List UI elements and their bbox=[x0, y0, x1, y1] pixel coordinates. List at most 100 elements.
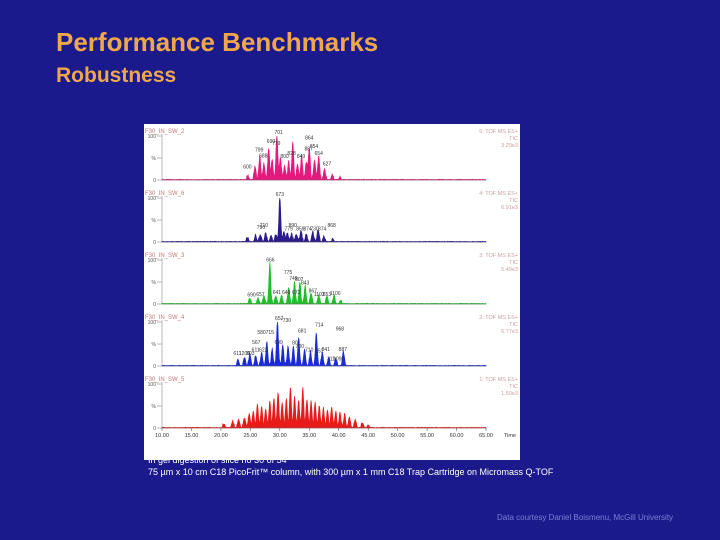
y-tick-label: % bbox=[152, 404, 157, 410]
peak-label: 690 bbox=[247, 293, 256, 299]
peak-label: 714 bbox=[315, 323, 324, 329]
x-axis-title: Time bbox=[504, 433, 516, 439]
y-tick-label: 100 bbox=[148, 258, 157, 264]
x-tick-label: 20.00 bbox=[214, 433, 228, 439]
y-tick-label: 100 bbox=[148, 382, 157, 388]
peak-label: 710 bbox=[260, 223, 269, 229]
peak-label: 854 bbox=[310, 144, 319, 150]
chromatogram-trace bbox=[161, 261, 487, 305]
peak-label: 775 bbox=[284, 270, 293, 276]
peak-label: 649 bbox=[282, 290, 291, 296]
y-tick-label: 0 bbox=[153, 178, 156, 184]
peak-label: 1100 bbox=[330, 291, 341, 297]
peak-label: 673 bbox=[276, 192, 285, 198]
x-tick-label: 60.00 bbox=[450, 433, 464, 439]
chromatogram-stack: F30_IN_SW_2 5: TOF MS ES+TIC3.29e3100%070… bbox=[145, 129, 518, 439]
peak-label: 887 bbox=[305, 147, 314, 153]
panel-right-label: 3: TOF MS ES+ bbox=[479, 253, 518, 259]
chromatogram-panel: F30_IN_SW_2 5: TOF MS ES+ TIC 3.29e3 100% 0 70… bbox=[144, 124, 520, 460]
peak-label: 790 bbox=[257, 225, 266, 231]
y-tick-label: 100 bbox=[148, 196, 157, 202]
y-tick-label: % bbox=[152, 280, 157, 286]
peak-label: 600 bbox=[243, 164, 252, 170]
peak-label: 715 bbox=[266, 330, 275, 336]
peak-label: 1200 bbox=[239, 351, 250, 357]
peak-label: 374 bbox=[318, 226, 327, 232]
peak-label: 807 bbox=[295, 277, 304, 283]
caption: Injection #31: Plasma membrane challenge… bbox=[148, 442, 553, 478]
peak-label: 730 bbox=[283, 318, 292, 324]
peak-label: 749 bbox=[289, 276, 298, 282]
panel-right-label: 6.77e3 bbox=[501, 329, 518, 335]
y-tick-label: 0 bbox=[153, 426, 156, 432]
peak-label: 611 bbox=[252, 348, 260, 354]
peak-label: 700 bbox=[296, 344, 305, 350]
y-tick-label: % bbox=[152, 218, 157, 224]
peak-label: 800 bbox=[280, 154, 289, 160]
peak-label: 690 bbox=[267, 139, 276, 145]
panel-right-label: TIC bbox=[509, 198, 518, 204]
peak-label: 1098 bbox=[333, 356, 344, 362]
panel-right-label: 1.50e3 bbox=[501, 391, 518, 397]
slide-subtitle: Robustness bbox=[56, 64, 177, 87]
panel-right-label: 5.49e3 bbox=[501, 267, 518, 273]
peak-label: 730 bbox=[310, 226, 319, 232]
peak-label: 688 bbox=[259, 153, 268, 159]
panel-right-label: 6.91e3 bbox=[501, 205, 518, 211]
panel-label: F30_IN_SW_3 bbox=[145, 253, 185, 259]
peak-label: 666 bbox=[266, 258, 275, 264]
caption-line-digestion: In gel digestion of slice no 30 of 54 bbox=[148, 455, 287, 465]
peak-label: 580 bbox=[257, 330, 266, 336]
x-tick-label: 15.00 bbox=[185, 433, 199, 439]
data-credit: Data courtesy Daniel Boismenu, McGill Un… bbox=[497, 513, 674, 522]
panel-right-label: 4: TOF MS ES+ bbox=[479, 191, 518, 197]
peak-label: 859 bbox=[296, 226, 305, 232]
y-tick-label: 0 bbox=[153, 364, 156, 370]
x-tick-label: 35.00 bbox=[302, 433, 316, 439]
panel-right-label: TIC bbox=[509, 260, 518, 266]
x-tick-label: 30.00 bbox=[273, 433, 287, 439]
y-tick-label: % bbox=[152, 156, 157, 162]
panel-label: F30_IN_SW_4 bbox=[145, 315, 185, 321]
panel-right-label: TIC bbox=[509, 322, 518, 328]
chromatogram-trace bbox=[161, 135, 487, 181]
y-tick-label: 100 bbox=[148, 134, 157, 140]
peak-label: 890 bbox=[289, 223, 298, 229]
peak-label: 699 bbox=[274, 340, 283, 346]
peak-label: 843 bbox=[301, 280, 310, 286]
peak-label: 681 bbox=[298, 328, 307, 334]
panel-right-label: TIC bbox=[509, 384, 518, 390]
peak-label: 641 bbox=[273, 290, 282, 296]
chromatogram-trace bbox=[161, 386, 487, 429]
peak-label: 701 bbox=[274, 130, 283, 136]
panel-right-label: TIC bbox=[509, 136, 518, 142]
chromatogram-trace bbox=[161, 197, 487, 243]
peak-label: 1102 bbox=[314, 292, 325, 298]
panel-right-label: 3.29e3 bbox=[501, 143, 518, 149]
slide-title: Performance Benchmarks bbox=[56, 27, 379, 57]
peak-label: 751 bbox=[315, 349, 324, 355]
x-tick-label: 55.00 bbox=[420, 433, 434, 439]
peak-label: 567 bbox=[252, 340, 261, 346]
peak-label: 849 bbox=[297, 154, 306, 160]
caption-line-column: 75 µm x 10 cm C18 PicoFrit™ column, with… bbox=[148, 467, 554, 477]
y-tick-label: % bbox=[152, 342, 157, 348]
panel-right-label: 2: TOF MS ES+ bbox=[479, 315, 518, 321]
y-tick-label: 0 bbox=[153, 240, 156, 246]
peak-label: 801 bbox=[292, 341, 301, 347]
panel-label: F30_IN_SW_2 bbox=[145, 129, 185, 135]
peak-label: 652 bbox=[275, 316, 284, 322]
x-tick-label: 65.00 bbox=[479, 433, 493, 439]
peak-label: 710 bbox=[305, 348, 314, 354]
peak-label: 864 bbox=[305, 135, 314, 141]
panel-label: F30_IN_SW_5 bbox=[145, 377, 185, 383]
peak-label: 779 bbox=[272, 141, 281, 147]
peak-label: 841 bbox=[322, 347, 331, 353]
peak-label: 657 bbox=[256, 292, 265, 298]
peak-label: 803 bbox=[246, 351, 255, 357]
caption-line-injection: Injection #31: Plasma membrane challenge… bbox=[148, 443, 375, 453]
peak-label: 874 bbox=[303, 226, 312, 232]
peak-label: 611 bbox=[233, 351, 241, 357]
peak-label: 672 bbox=[292, 290, 301, 296]
y-tick-label: 0 bbox=[153, 302, 156, 308]
